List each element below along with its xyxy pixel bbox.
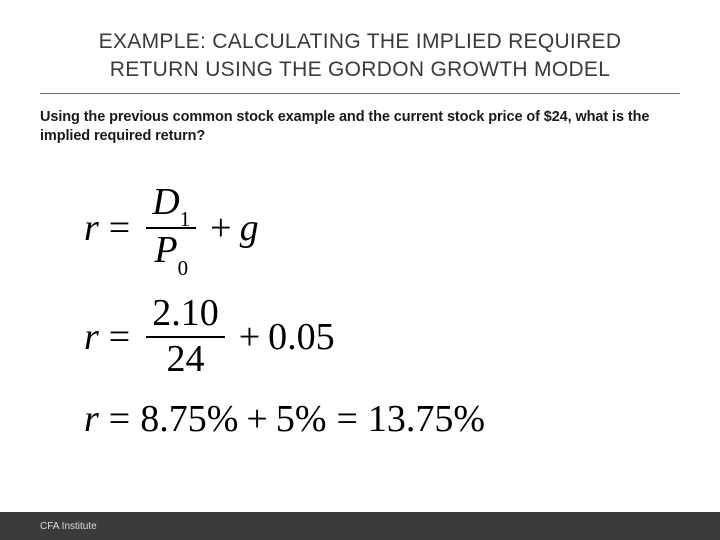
eq3-term2: 5%: [276, 397, 327, 441]
title-line-2: RETURN USING THE GORDON GROWTH MODEL: [110, 58, 610, 81]
plus-sign: +: [246, 397, 267, 441]
equation-2: r = 2.10 24 + 0.05: [84, 292, 680, 381]
eq2-lhs: r: [84, 315, 99, 359]
eq3-term1: 8.75%: [140, 397, 238, 441]
title-line-1: EXAMPLE: CALCULATING THE IMPLIED REQUIRE…: [99, 30, 622, 53]
equals-sign: =: [109, 206, 130, 250]
plus-sign: +: [210, 206, 231, 250]
equals-sign: =: [336, 397, 357, 441]
eq3-result: 13.75%: [368, 397, 485, 441]
equations-block: r = D1 P0 + g r = 2.10 24 + 0.05: [40, 181, 680, 442]
equals-sign: =: [109, 397, 130, 441]
eq2-fraction: 2.10 24: [146, 292, 225, 381]
eq2-numerator: 2.10: [146, 292, 225, 338]
eq2-tail: 0.05: [268, 315, 335, 359]
eq1-numerator: D1: [146, 181, 196, 230]
slide-subtitle: Using the previous common stock example …: [40, 108, 680, 147]
eq1-lhs: r: [84, 206, 99, 250]
plus-sign: +: [239, 315, 260, 359]
slide: EXAMPLE: CALCULATING THE IMPLIED REQUIRE…: [0, 0, 720, 540]
slide-title: EXAMPLE: CALCULATING THE IMPLIED REQUIRE…: [40, 28, 680, 94]
eq2-denominator: 24: [160, 338, 210, 382]
eq3-lhs: r: [84, 397, 99, 441]
footer-text: CFA Institute: [40, 521, 97, 532]
eq1-tail: g: [240, 206, 259, 250]
equation-1: r = D1 P0 + g: [84, 181, 680, 276]
eq1-denominator: P0: [148, 229, 194, 276]
equals-sign: =: [109, 315, 130, 359]
equation-3: r = 8.75% + 5% = 13.75%: [84, 397, 680, 441]
eq1-fraction: D1 P0: [146, 181, 196, 276]
footer-bar: CFA Institute: [0, 512, 720, 540]
